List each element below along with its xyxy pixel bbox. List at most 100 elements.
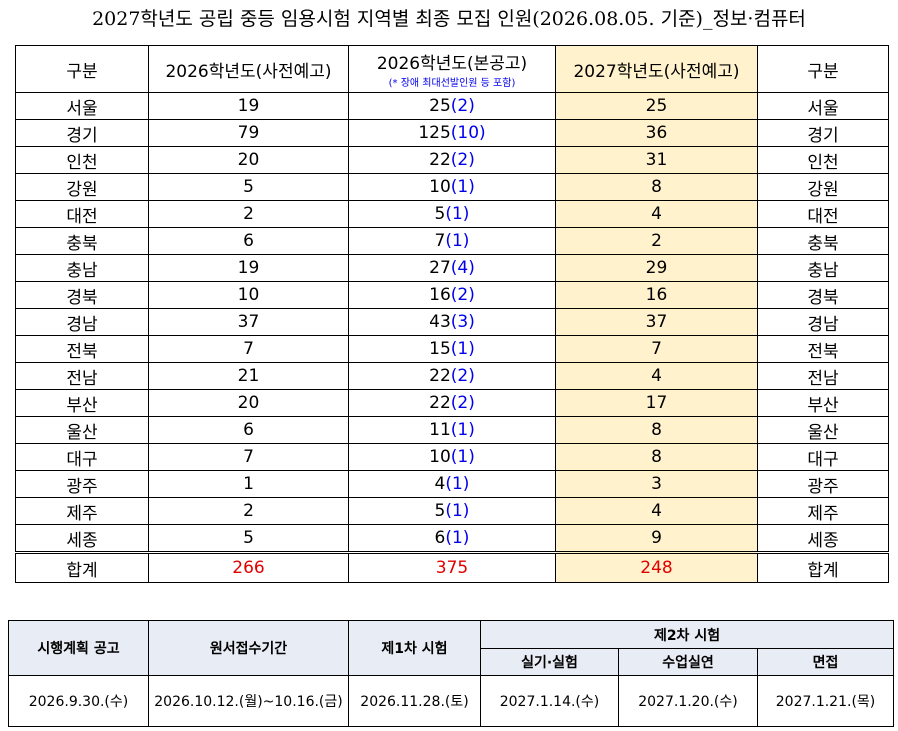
disability-count: (2) — [450, 393, 475, 413]
disability-count: (1) — [450, 177, 475, 197]
value-2027-pre: 4 — [555, 497, 758, 525]
region: 서울 — [15, 92, 149, 120]
row: 경북 10 16(2) 16 경북 — [15, 281, 889, 309]
value-2026-pre: 37 — [148, 308, 349, 336]
main-count: 7 — [434, 231, 446, 251]
value-2027-pre: 31 — [555, 146, 758, 174]
disability-count: (1) — [450, 420, 475, 440]
value-2026-main: 7(1) — [348, 227, 556, 255]
row: 서울 19 25(2) 25 서울 — [15, 92, 889, 120]
value-2027-pre: 8 — [555, 416, 758, 444]
total: 266 — [148, 551, 349, 583]
region: 울산 — [757, 416, 889, 444]
region: 경기 — [757, 119, 889, 147]
row: 부산 20 22(2) 17 부산 — [15, 389, 889, 417]
main-count: 22 — [429, 150, 451, 170]
disability-count: (1) — [445, 204, 470, 224]
main-count: 5 — [434, 204, 446, 224]
disability-count: (2) — [450, 285, 475, 305]
value-2026-pre: 5 — [148, 173, 349, 201]
value-2026-main: 4(1) — [348, 470, 556, 498]
value-2026-pre: 6 — [148, 227, 349, 255]
value-2026-pre: 10 — [148, 281, 349, 309]
header: 2026학년도(사전예고) — [148, 45, 349, 93]
region: 제주 — [15, 497, 149, 525]
value-2027-pre: 25 — [555, 92, 758, 120]
value-2027-pre: 8 — [555, 173, 758, 201]
value-2026-pre: 19 — [148, 254, 349, 282]
main-count: 5 — [434, 501, 446, 521]
region: 울산 — [15, 416, 149, 444]
main-count: 27 — [429, 258, 451, 278]
row: 충남 19 27(4) 29 충남 — [15, 254, 889, 282]
region: 대전 — [15, 200, 149, 228]
region: 광주 — [15, 470, 149, 498]
schedule-table: 시행계획 공고 원서접수기간 제1차 시험 제2차 시험 실기·실험 수업실연 … — [8, 620, 895, 727]
main-count: 22 — [429, 393, 451, 413]
header: 구분 — [15, 45, 149, 93]
region: 충북 — [15, 227, 149, 255]
total: 375 — [348, 551, 556, 583]
main-count: 22 — [429, 366, 451, 386]
region: 인천 — [757, 146, 889, 174]
value-2026-pre: 20 — [148, 146, 349, 174]
disability-count: (2) — [450, 366, 475, 386]
value-2027-pre: 17 — [555, 389, 758, 417]
row: 충북 6 7(1) 2 충북 — [15, 227, 889, 255]
main-count: 4 — [434, 474, 446, 494]
header: 2026학년도(본공고) (* 장애 최대선발인원 등 포함) — [348, 45, 556, 93]
value-2027-pre: 16 — [555, 281, 758, 309]
header: 구분 — [757, 45, 889, 93]
row: 광주 1 4(1) 3 광주 — [15, 470, 889, 498]
disability-count: (1) — [445, 474, 470, 494]
region: 경북 — [15, 281, 149, 309]
header: 2027학년도(사전예고) — [555, 45, 758, 93]
disability-count: (1) — [445, 528, 470, 548]
value-2026-pre: 19 — [148, 92, 349, 120]
value-2027-pre: 8 — [555, 443, 758, 471]
header: 원서접수기간 — [148, 620, 349, 676]
region: 세종 — [15, 524, 149, 553]
region: 세종 — [757, 524, 889, 553]
row: 강원 5 10(1) 8 강원 — [15, 173, 889, 201]
region: 광주 — [757, 470, 889, 498]
disability-count: (1) — [450, 339, 475, 359]
region: 경남 — [15, 308, 149, 336]
value-2026-main: 22(2) — [348, 362, 556, 390]
header: 제1차 시험 — [348, 620, 481, 676]
value-2026-pre: 6 — [148, 416, 349, 444]
main-count: 25 — [429, 96, 451, 116]
region: 강원 — [15, 173, 149, 201]
value-2027-pre: 7 — [555, 335, 758, 363]
value-2027-pre: 2 — [555, 227, 758, 255]
value-2026-main: 22(2) — [348, 389, 556, 417]
subheader: 면접 — [756, 648, 895, 676]
main-count: 6 — [434, 528, 446, 548]
main-count: 16 — [429, 285, 451, 305]
region: 제주 — [757, 497, 889, 525]
header-text: 2026학년도(본공고) — [376, 54, 528, 74]
total-label: 합계 — [757, 551, 889, 583]
region: 대구 — [757, 443, 889, 471]
value-2026-pre: 1 — [148, 470, 349, 498]
value-2026-main: 6(1) — [348, 524, 556, 553]
total: 248 — [555, 551, 758, 583]
disability-count: (10) — [450, 123, 486, 143]
total-row: 합계 266 375 248 합계 — [15, 551, 889, 583]
row: 전남 21 22(2) 4 전남 — [15, 362, 889, 390]
region: 서울 — [757, 92, 889, 120]
region: 경기 — [15, 119, 149, 147]
schedule-date: 2027.1.14.(수) — [480, 675, 619, 727]
value-2027-pre: 3 — [555, 470, 758, 498]
header-note: (* 장애 최대선발인원 등 포함) — [388, 78, 516, 89]
row: 대구 7 10(1) 8 대구 — [15, 443, 889, 471]
value-2026-pre: 7 — [148, 443, 349, 471]
value-2027-pre: 4 — [555, 362, 758, 390]
disability-count: (1) — [445, 231, 470, 251]
value-2026-main: 27(4) — [348, 254, 556, 282]
row: 경기 79 125(10) 36 경기 — [15, 119, 889, 147]
region: 부산 — [15, 389, 149, 417]
schedule-date: 2026.10.12.(월)~10.16.(금) — [148, 675, 349, 727]
value-2026-main: 5(1) — [348, 497, 556, 525]
